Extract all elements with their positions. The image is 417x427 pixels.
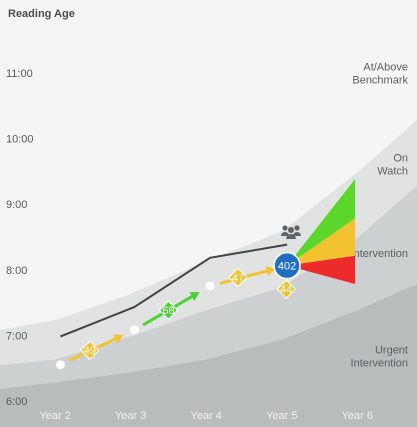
zone-label: Intervention — [351, 357, 408, 369]
growth-marker — [80, 340, 100, 360]
x-tick-label: Year 3 — [115, 410, 146, 422]
zone-label: On — [393, 152, 408, 164]
x-tick-label: Year 4 — [191, 410, 222, 422]
growth-marker — [228, 267, 248, 288]
arrow-head — [265, 266, 276, 276]
projection-wedge — [287, 218, 356, 266]
projection-wedge — [287, 179, 356, 266]
current-score — [273, 251, 301, 280]
y-tick-label: 6:00 — [6, 396, 27, 408]
current-score-label: 402 — [278, 261, 296, 273]
zone-label: Urgent — [375, 344, 408, 356]
growth-label: 49 — [84, 345, 96, 357]
y-tick-label: 7:00 — [6, 330, 27, 342]
growth-label: 47 — [232, 272, 244, 284]
progress-point — [129, 325, 139, 335]
y-tick-label: 8:00 — [6, 265, 27, 277]
group-icon — [281, 225, 301, 239]
progress-point — [205, 281, 215, 291]
growth-marker — [276, 279, 297, 299]
arrow-head — [189, 292, 200, 301]
growth-label: 68 — [162, 305, 174, 317]
zone-label: At/Above — [363, 61, 408, 73]
x-tick-label: Year 2 — [39, 410, 70, 422]
growth-label: 44 — [280, 284, 292, 296]
y-tick-label: 11:00 — [6, 68, 33, 80]
chart-title: Reading Age — [8, 8, 75, 20]
zone-label: Watch — [377, 165, 408, 177]
arrow-head — [113, 334, 124, 344]
growth-marker — [158, 300, 179, 320]
zone-label: Benchmark — [352, 74, 408, 86]
plot: At/AboveBenchmarkOnWatchInterventionUrge… — [6, 61, 408, 422]
progress-point — [55, 360, 65, 370]
zone — [0, 284, 417, 427]
projection-wedge — [287, 255, 356, 285]
benchmark-line — [60, 243, 288, 338]
y-tick-label: 10:00 — [6, 134, 34, 146]
y-tick-label: 9:00 — [6, 199, 27, 211]
x-tick-label: Year 6 — [342, 410, 373, 422]
x-tick-label: Year 5 — [266, 410, 297, 422]
zone-label: Intervention — [351, 248, 408, 260]
